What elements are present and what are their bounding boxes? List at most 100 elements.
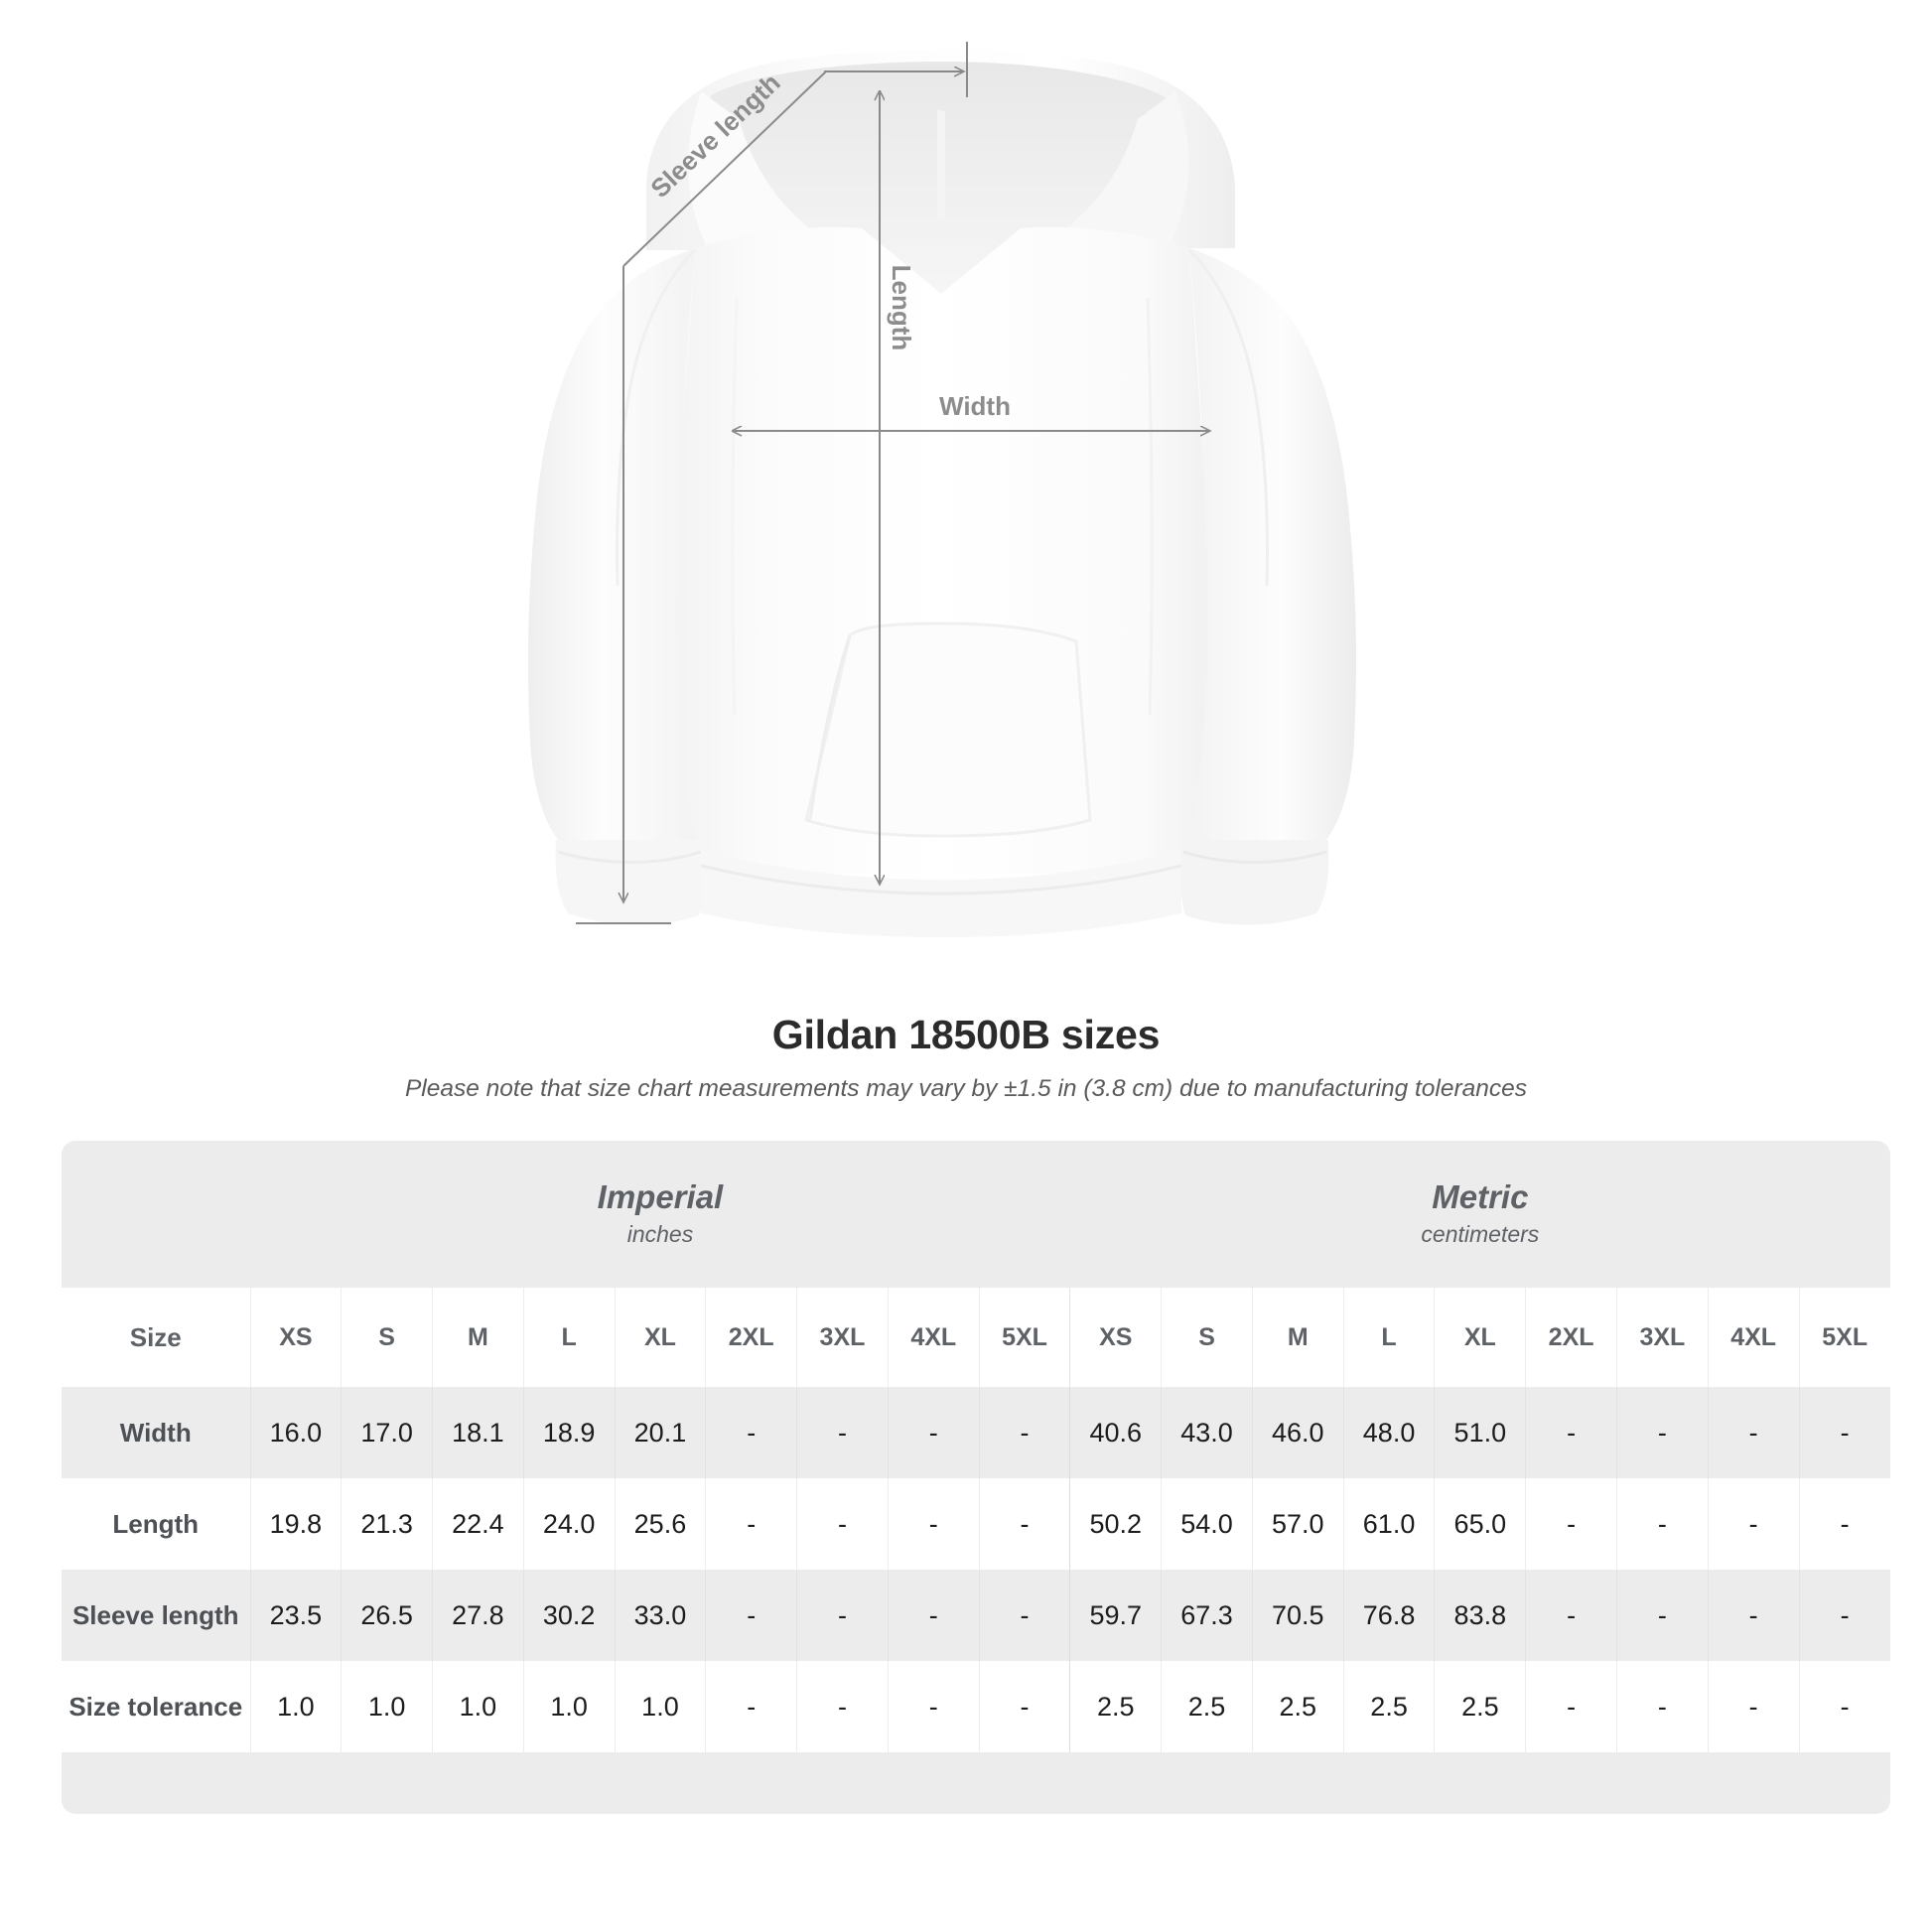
cell-metric-4xl: -	[1707, 1661, 1800, 1753]
cell-imperial-s: 21.3	[341, 1478, 433, 1571]
table-row: Sleeve length 23.5 26.5 27.8 30.2 33.0- - - -59.…	[62, 1570, 1890, 1662]
size-header-imperial-4xl: 4XL	[887, 1288, 980, 1388]
cell-metric-s: 67.3	[1161, 1570, 1253, 1662]
cell-metric-s: 43.0	[1161, 1387, 1253, 1479]
table-row: Size tolerance 1.0 1.0 1.0 1.0 1.0- - - -2.5 2.5 2…	[62, 1661, 1890, 1753]
hoodie-illustration: Sleeve length Length Width	[528, 42, 1356, 925]
cell-imperial-4xl: -	[887, 1661, 980, 1753]
cell-metric-2xl: -	[1525, 1478, 1617, 1571]
size-header-metric-xl: XL	[1434, 1288, 1526, 1388]
size-header-metric-4xl: 4XL	[1707, 1288, 1800, 1388]
cell-metric-l: 76.8	[1342, 1570, 1435, 1662]
page-title: Gildan 18500B sizes	[771, 1012, 1161, 1057]
cell-imperial-2xl: -	[705, 1478, 797, 1571]
cell-metric-5xl: -	[1798, 1570, 1890, 1662]
cell-imperial-m: 1.0	[432, 1661, 524, 1753]
cell-metric-l: 61.0	[1342, 1478, 1435, 1571]
cell-imperial-3xl: -	[796, 1478, 889, 1571]
cell-imperial-m: 22.4	[432, 1478, 524, 1571]
cell-imperial-5xl: -	[978, 1570, 1070, 1662]
cell-imperial-5xl: -	[978, 1387, 1070, 1479]
cell-imperial-5xl: -	[978, 1661, 1070, 1753]
cell-imperial-m: 27.8	[432, 1570, 524, 1662]
unit-header-metric: Metric centimeters	[1069, 1141, 1890, 1289]
table-footer-band	[62, 1752, 1890, 1815]
table-row: Width 16.0 17.0 18.1 18.9 20.1- - - -40.6 43.0 46.…	[62, 1387, 1890, 1479]
size-header-label: Size	[62, 1288, 250, 1388]
cell-metric-m: 70.5	[1251, 1570, 1344, 1662]
row-label-sleeve-length: Sleeve length	[62, 1570, 250, 1662]
product-diagram: Sleeve length Length Width	[528, 42, 1356, 925]
cell-metric-s: 2.5	[1161, 1661, 1253, 1753]
tolerance-note: Please note that size chart measurements…	[404, 1075, 1528, 1103]
size-header-imperial-m: M	[432, 1288, 524, 1388]
size-header-imperial-xl: XL	[614, 1288, 706, 1388]
cell-metric-xl: 65.0	[1434, 1478, 1526, 1571]
cell-metric-xs: 2.5	[1069, 1661, 1162, 1753]
sleeve-length-guide	[576, 42, 968, 924]
length-label: Length	[887, 265, 916, 351]
size-header-metric-3xl: 3XL	[1615, 1288, 1709, 1388]
size-header-metric-s: S	[1161, 1288, 1253, 1388]
cell-metric-3xl: -	[1615, 1387, 1709, 1479]
cell-metric-m: 57.0	[1251, 1478, 1344, 1571]
cell-imperial-xs: 23.5	[249, 1570, 342, 1662]
unit-header-spacer	[62, 1141, 250, 1289]
unit-name-label: Imperial	[597, 1178, 724, 1216]
size-header-metric-2xl: 2XL	[1525, 1288, 1617, 1388]
size-chart-table: Imperial inches Metric centimeters Size XS S M L…	[62, 1141, 1890, 1815]
cell-metric-m: 46.0	[1251, 1387, 1344, 1479]
measurement-guides	[576, 42, 1209, 924]
title-block: Gildan 18500B sizes Please note that siz…	[0, 993, 1932, 1105]
cell-imperial-l: 30.2	[522, 1570, 616, 1662]
cell-metric-5xl: -	[1798, 1661, 1890, 1753]
size-header-imperial-xs: XS	[249, 1288, 342, 1388]
cell-imperial-4xl: -	[887, 1387, 980, 1479]
cell-metric-xl: 51.0	[1434, 1387, 1526, 1479]
cell-imperial-s: 26.5	[341, 1570, 433, 1662]
size-header-imperial-5xl: 5XL	[978, 1288, 1070, 1388]
row-label-length: Length	[62, 1478, 250, 1571]
size-header-imperial-3xl: 3XL	[796, 1288, 889, 1388]
cell-imperial-xl: 33.0	[614, 1570, 706, 1662]
cell-imperial-2xl: -	[705, 1661, 797, 1753]
unit-sub-label: inches	[626, 1221, 694, 1248]
cell-imperial-xl: 1.0	[614, 1661, 706, 1753]
cell-imperial-l: 24.0	[522, 1478, 616, 1571]
cell-metric-3xl: -	[1615, 1661, 1709, 1753]
cell-metric-l: 48.0	[1342, 1387, 1435, 1479]
table-row: Length 19.8 21.3 22.4 24.0 25.6- - - -50.2 54.0 57…	[62, 1478, 1890, 1571]
cell-metric-s: 54.0	[1161, 1478, 1253, 1571]
size-header-metric-l: L	[1342, 1288, 1435, 1388]
unit-sub-label: centimeters	[1421, 1221, 1540, 1248]
cell-imperial-5xl: -	[978, 1478, 1070, 1571]
size-header-imperial-2xl: 2XL	[705, 1288, 797, 1388]
row-label-width: Width	[62, 1387, 250, 1479]
cell-metric-2xl: -	[1525, 1661, 1617, 1753]
cell-metric-2xl: -	[1525, 1570, 1617, 1662]
cell-imperial-3xl: -	[796, 1387, 889, 1479]
size-header-imperial-s: S	[341, 1288, 433, 1388]
size-header-metric-5xl: 5XL	[1798, 1288, 1890, 1388]
cell-imperial-xl: 20.1	[614, 1387, 706, 1479]
unit-header-imperial: Imperial inches	[250, 1141, 1070, 1289]
cell-metric-4xl: -	[1707, 1570, 1800, 1662]
cell-metric-xl: 83.8	[1434, 1570, 1526, 1662]
row-label-size-tolerance: Size tolerance	[62, 1661, 250, 1753]
cell-metric-xl: 2.5	[1434, 1661, 1526, 1753]
table-footer-cell	[62, 1752, 1890, 1815]
cell-imperial-l: 1.0	[522, 1661, 616, 1753]
cell-imperial-3xl: -	[796, 1570, 889, 1662]
cell-metric-m: 2.5	[1251, 1661, 1344, 1753]
cell-metric-2xl: -	[1525, 1387, 1617, 1479]
cell-metric-4xl: -	[1707, 1478, 1800, 1571]
cell-metric-xs: 40.6	[1069, 1387, 1162, 1479]
width-label: Width	[939, 391, 1011, 421]
cell-metric-l: 2.5	[1342, 1661, 1435, 1753]
cell-imperial-4xl: -	[887, 1478, 980, 1571]
cell-imperial-xs: 1.0	[249, 1661, 342, 1753]
size-chart-table-wrapper: Imperial inches Metric centimeters Size XS S M L…	[62, 1141, 1890, 1815]
size-header-row: Size XS S M L XL 2XL 3XL 4XL 5XL XS S M L XL 2XL 3XL 4XL 5…	[62, 1288, 1890, 1388]
cell-imperial-4xl: -	[887, 1570, 980, 1662]
cell-imperial-2xl: -	[705, 1570, 797, 1662]
